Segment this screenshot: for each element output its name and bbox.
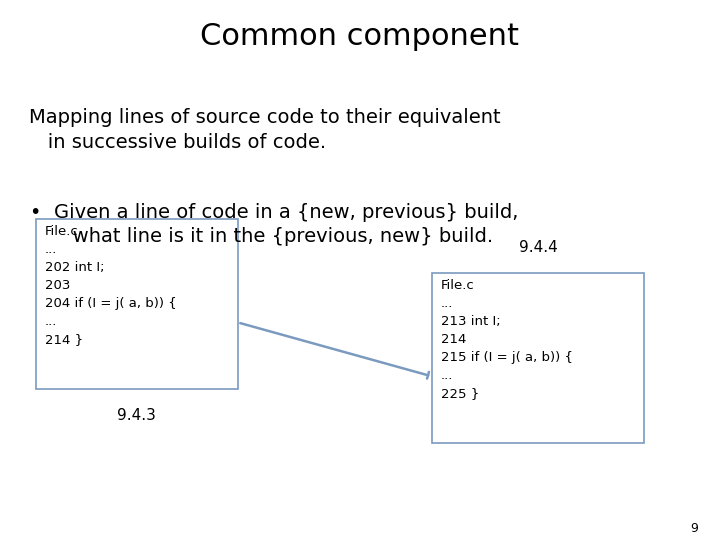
FancyBboxPatch shape: [432, 273, 644, 443]
Text: 9.4.4: 9.4.4: [519, 240, 557, 255]
FancyBboxPatch shape: [36, 219, 238, 389]
Text: 9: 9: [690, 522, 698, 535]
Text: 9.4.3: 9.4.3: [117, 408, 156, 423]
Text: Common component: Common component: [200, 22, 520, 51]
Text: •: •: [29, 202, 40, 221]
Text: File.c
...
202 int I;
203
204 if (I = j( a, b)) {
...
214 }: File.c ... 202 int I; 203 204 if (I = j(…: [45, 225, 176, 346]
Text: Mapping lines of source code to their equivalent
   in successive builds of code: Mapping lines of source code to their eq…: [29, 108, 500, 152]
Text: Given a line of code in a {new, previous} build,
   what line is it in the {prev: Given a line of code in a {new, previous…: [54, 202, 518, 246]
Text: File.c
...
213 int I;
214
215 if (I = j( a, b)) {
...
225 }: File.c ... 213 int I; 214 215 if (I = j(…: [441, 279, 572, 400]
